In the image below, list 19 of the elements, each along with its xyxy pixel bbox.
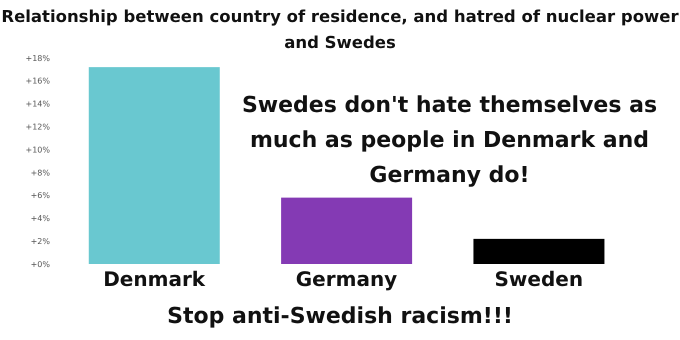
- y-tick-label: +8%: [30, 168, 50, 178]
- x-tick-label: Germany: [296, 267, 398, 292]
- bar: [473, 238, 604, 264]
- y-tick-label: +12%: [26, 122, 50, 132]
- annotation: Swedes don't hate themselves as much as people in Denmark and Germany do!: [240, 92, 658, 190]
- y-tick-label: +6%: [30, 191, 50, 200]
- x-tick-label: Sweden: [494, 267, 584, 292]
- bar: [88, 67, 220, 264]
- y-tick-label: +10%: [26, 145, 50, 154]
- chart-title: Relationship between country of residence, and hatred of nuclear power and Swedes: [1, 7, 679, 52]
- y-tick-label: +2%: [30, 236, 50, 246]
- x-tick-label: Denmark: [103, 267, 206, 292]
- y-tick-label: +18%: [26, 54, 50, 63]
- y-tick-label: +16%: [26, 76, 50, 86]
- bar: [281, 198, 412, 264]
- y-tick-label: +4%: [30, 214, 50, 224]
- y-tick-label: +0%: [30, 260, 50, 269]
- text: Stop anti-Swedish racism!!!: [166, 303, 514, 331]
- y-tick-label: +14%: [26, 100, 50, 109]
